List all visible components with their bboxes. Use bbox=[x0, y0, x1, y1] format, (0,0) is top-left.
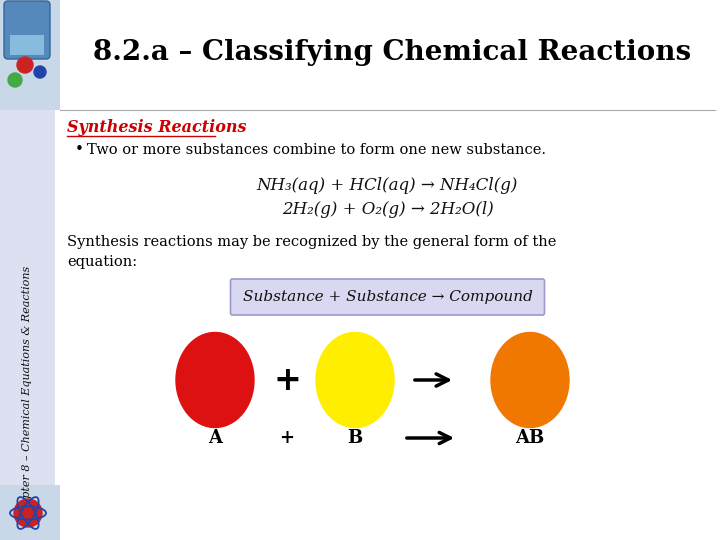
Text: •: • bbox=[75, 143, 84, 158]
FancyBboxPatch shape bbox=[4, 1, 50, 59]
Text: 2H₂(g) + O₂(g) → 2H₂O(l): 2H₂(g) + O₂(g) → 2H₂O(l) bbox=[282, 201, 493, 219]
Text: Substance + Substance → Compound: Substance + Substance → Compound bbox=[243, 290, 532, 304]
FancyBboxPatch shape bbox=[0, 110, 55, 540]
Text: Synthesis Reactions: Synthesis Reactions bbox=[67, 119, 246, 137]
Circle shape bbox=[17, 57, 33, 73]
Circle shape bbox=[34, 66, 46, 78]
Ellipse shape bbox=[316, 333, 394, 428]
Text: Synthesis reactions may be recognized by the general form of the: Synthesis reactions may be recognized by… bbox=[67, 235, 557, 249]
FancyBboxPatch shape bbox=[0, 485, 60, 540]
Text: +: + bbox=[279, 429, 294, 447]
Ellipse shape bbox=[176, 333, 254, 428]
Text: A: A bbox=[208, 429, 222, 447]
Text: Chapter 8 – Chemical Equations & Reactions: Chapter 8 – Chemical Equations & Reactio… bbox=[22, 266, 32, 520]
Text: NH₃(aq) + HCl(aq) → NH₄Cl(g): NH₃(aq) + HCl(aq) → NH₄Cl(g) bbox=[257, 177, 518, 193]
Text: B: B bbox=[347, 429, 363, 447]
FancyBboxPatch shape bbox=[0, 0, 60, 110]
Text: AB: AB bbox=[516, 429, 544, 447]
FancyBboxPatch shape bbox=[10, 35, 44, 55]
Ellipse shape bbox=[491, 333, 569, 428]
Circle shape bbox=[14, 499, 42, 527]
Circle shape bbox=[8, 73, 22, 87]
Text: 8.2.a – Classifying Chemical Reactions: 8.2.a – Classifying Chemical Reactions bbox=[94, 38, 692, 65]
Text: +: + bbox=[273, 363, 301, 396]
Text: equation:: equation: bbox=[67, 255, 137, 269]
FancyBboxPatch shape bbox=[230, 279, 544, 315]
Text: Two or more substances combine to form one new substance.: Two or more substances combine to form o… bbox=[87, 143, 546, 157]
